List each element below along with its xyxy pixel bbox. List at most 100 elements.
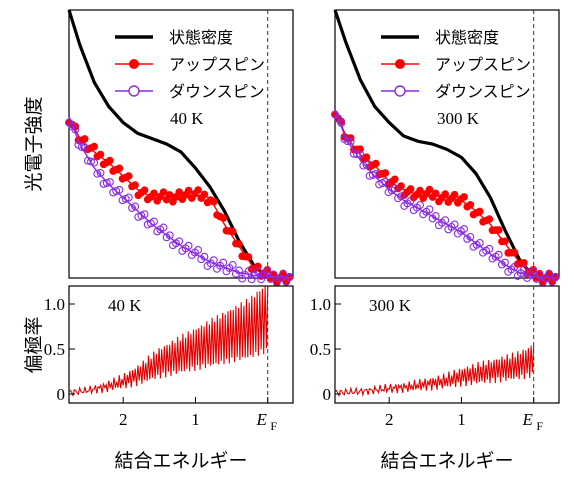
spin-down-point xyxy=(140,210,149,219)
spin-down-point xyxy=(406,196,415,205)
spin-up-point xyxy=(165,191,174,199)
legend-label: ダウンスピン xyxy=(169,82,265,101)
spin-down-point xyxy=(337,119,346,128)
spin-up-point xyxy=(476,207,484,216)
fermi-tick-label: E xyxy=(256,410,268,429)
series-group xyxy=(68,286,269,398)
polarization-trace xyxy=(334,345,535,398)
spin-down-point xyxy=(269,270,278,279)
x-axis-label: 結合エネルギー xyxy=(380,450,513,472)
legend-swatch-marker xyxy=(129,59,139,69)
y-tick-label: 0 xyxy=(57,385,66,404)
spin-up-point xyxy=(194,186,202,194)
x-tick-label: 1 xyxy=(191,410,200,429)
axis-ticks: 0 0.5 1.0 2 1 E F xyxy=(310,295,544,433)
spin-down-point xyxy=(519,265,528,274)
spin-up-point xyxy=(106,156,114,165)
spin-up-point xyxy=(431,189,440,198)
spin-up-point xyxy=(244,253,253,261)
spin-up-point xyxy=(450,190,459,199)
spin-down-point xyxy=(175,237,184,246)
axis-ticks: 0 0.5 1.0 2 1 E F xyxy=(44,295,278,433)
spin-down-point xyxy=(353,150,361,159)
spin-up-point xyxy=(362,153,371,161)
spin-down-point xyxy=(105,178,114,187)
spin-down-point xyxy=(285,273,294,282)
spin-down-point xyxy=(356,150,365,159)
spin-down-point xyxy=(416,201,424,210)
legend-label: ダウンスピン xyxy=(435,82,531,101)
spin-down-point xyxy=(209,256,218,265)
spin-down-point xyxy=(551,273,560,282)
spin-down-point xyxy=(87,157,95,166)
spin-down-point xyxy=(244,267,253,276)
spin-down-point xyxy=(545,270,554,279)
spin-up-point xyxy=(391,175,399,184)
spin-down-point xyxy=(485,244,494,253)
legend-label: アップスピン xyxy=(169,55,265,74)
spin-down-point xyxy=(425,205,434,214)
spin-down-point xyxy=(535,270,544,279)
spin-down-point xyxy=(159,223,168,232)
series-group xyxy=(334,345,535,398)
spin-up-point xyxy=(115,164,124,173)
spin-up-point xyxy=(210,197,218,206)
spin-down-point xyxy=(362,160,371,169)
spin-up-point xyxy=(235,240,243,248)
dos-curve xyxy=(333,9,559,279)
spin-down-point xyxy=(431,212,440,220)
spin-down-point xyxy=(219,258,228,267)
y-axis-label: 偏極率 xyxy=(23,316,45,373)
spin-up-point xyxy=(520,259,528,267)
spin-down-point xyxy=(510,262,519,271)
spin-up-point xyxy=(510,248,519,257)
temperature-label: 40 K xyxy=(108,296,142,315)
temperature-label: 300 K xyxy=(369,296,412,315)
spin-up-point xyxy=(80,135,89,143)
fermi-tick-label: E xyxy=(522,410,534,429)
spin-down-point xyxy=(381,177,390,186)
spin-down-point xyxy=(165,231,174,240)
spin-down-point xyxy=(343,137,352,146)
spin-up-point xyxy=(228,227,237,236)
spin-down-point xyxy=(184,241,193,250)
spin-down-point xyxy=(279,270,288,279)
x-tick-label: 2 xyxy=(385,410,394,429)
spin-down-point xyxy=(501,258,509,267)
y-tick-label: 0.5 xyxy=(310,340,331,359)
spin-down-point xyxy=(441,216,450,225)
legend-swatch-marker xyxy=(128,85,140,97)
spin-down-point xyxy=(235,266,243,275)
y-tick-label: 0.5 xyxy=(44,340,65,359)
panel-lower-left: 0 0.5 1.0 2 1 E F 40 K 偏極率 結合エネルギー xyxy=(23,285,294,472)
y-tick-label: 0 xyxy=(323,385,332,404)
spin-up-point xyxy=(406,185,415,193)
spin-down-point xyxy=(529,267,538,276)
temperature-label: 300 K xyxy=(437,109,480,128)
spin-down-point xyxy=(494,250,503,259)
spin-up-point xyxy=(466,201,475,209)
spin-down-point xyxy=(390,184,399,193)
spin-up-point xyxy=(96,150,105,159)
fermi-tick-subscript: F xyxy=(270,419,277,433)
spin-up-point xyxy=(90,142,98,151)
spin-up-point xyxy=(150,189,158,198)
spin-down-point xyxy=(397,192,406,201)
spin-down-point xyxy=(228,261,237,269)
spin-up-point xyxy=(460,193,468,201)
spin-down-point xyxy=(115,185,124,194)
spin-up-point xyxy=(501,237,509,246)
spin-up-point xyxy=(397,182,405,190)
spin-down-point xyxy=(71,125,80,134)
spin-down-point xyxy=(194,246,203,254)
spin-up-point xyxy=(485,215,494,223)
legend-swatch-marker xyxy=(395,59,405,69)
spin-up-point xyxy=(425,185,434,194)
spin-up-point xyxy=(200,190,209,199)
spin-down-point xyxy=(475,238,484,247)
spin-down-point xyxy=(93,169,102,178)
